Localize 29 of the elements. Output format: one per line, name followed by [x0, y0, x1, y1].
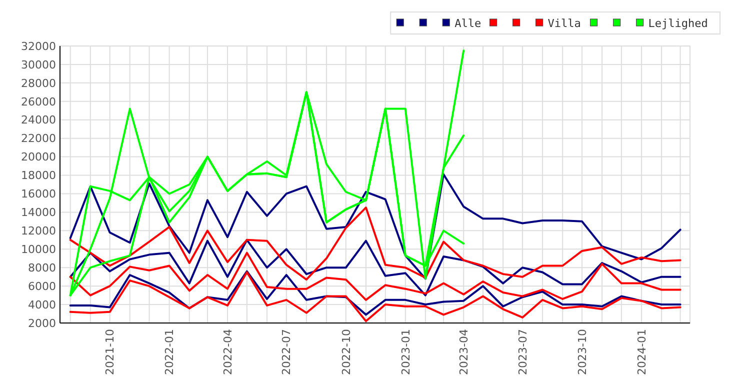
y-tick-label: 26000: [21, 95, 56, 108]
y-tick-label: 2000: [28, 316, 56, 330]
y-tick-label: 10000: [21, 242, 56, 256]
y-tick-label: 24000: [21, 114, 56, 127]
y-tick-label: 28000: [21, 76, 56, 90]
y-tick-label: 4000: [28, 298, 56, 312]
y-tick-label: 30000: [21, 58, 56, 72]
y-tick-label: 18000: [21, 169, 56, 182]
x-tick-label: 2022-07: [280, 329, 294, 375]
legend-label: Alle: [454, 17, 482, 30]
y-tick-label: 14000: [21, 206, 56, 220]
y-tick-label: 6000: [28, 280, 56, 293]
x-tick-label: 2022-04: [221, 329, 234, 375]
y-tick-label: 22000: [21, 132, 56, 146]
x-tick-label: 2022-01: [163, 329, 176, 375]
x-tick-label: 2023-01: [399, 329, 412, 375]
x-tick-label: 2023-07: [516, 329, 530, 375]
x-tick-label: 2021-10: [104, 329, 117, 375]
x-tick-label: 2024-01: [635, 329, 648, 375]
x-tick-label: 2022-10: [340, 329, 353, 375]
y-tick-label: 16000: [21, 188, 56, 201]
x-tick-label: 2023-04: [457, 329, 470, 375]
x-tick-label: 2023-10: [576, 329, 589, 375]
y-tick-label: 12000: [21, 224, 56, 238]
legend-label: Villa: [548, 17, 581, 30]
y-tick-label: 32000: [21, 40, 56, 53]
y-tick-label: 20000: [21, 150, 56, 164]
legend-label: Lejlighed: [648, 17, 708, 30]
y-tick-label: 8000: [28, 261, 56, 274]
